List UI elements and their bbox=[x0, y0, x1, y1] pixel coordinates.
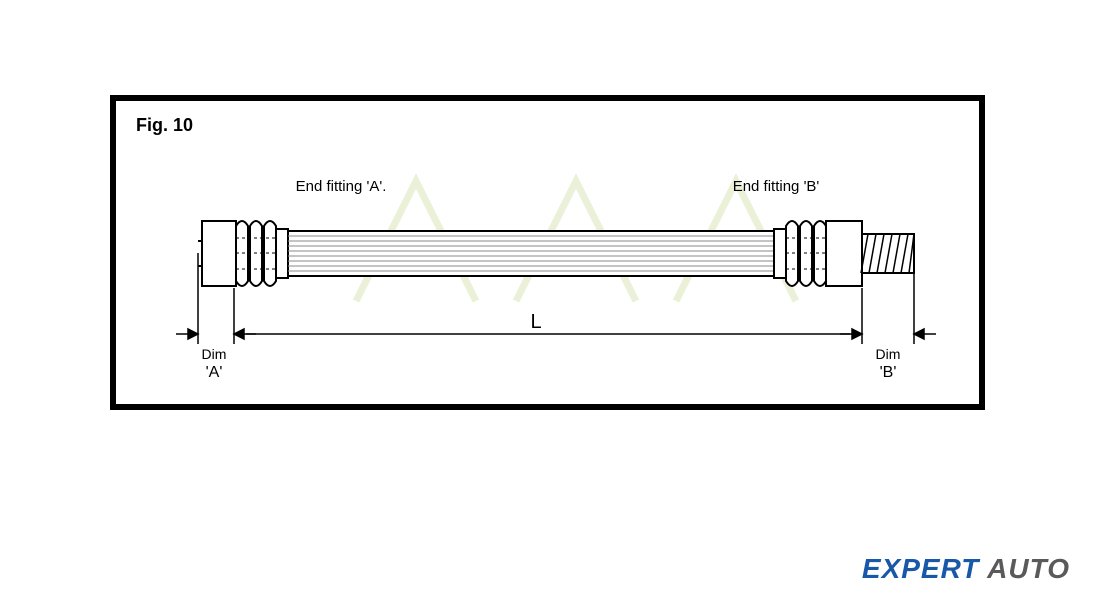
crimp-b bbox=[786, 221, 826, 286]
dim-a-bottom: 'A' bbox=[206, 364, 223, 381]
brand-expert: EXPERT bbox=[862, 553, 980, 584]
hose-assembly bbox=[198, 221, 914, 286]
end-fitting-a-label: End fitting 'A'. bbox=[296, 178, 387, 195]
brand-watermark: EXPERT AUTO bbox=[862, 553, 1070, 585]
length-label: L bbox=[530, 311, 541, 333]
page-canvas: Fig. 10 End fitting 'A'. End fitting 'B' bbox=[0, 0, 1100, 615]
dim-a-top: Dim bbox=[202, 346, 227, 362]
diagram-svg: End fitting 'A'. End fitting 'B' bbox=[116, 101, 979, 404]
brand-auto: AUTO bbox=[987, 553, 1070, 584]
end-fitting-b-label: End fitting 'B' bbox=[733, 178, 820, 195]
dim-b-bottom: 'B' bbox=[880, 364, 897, 381]
dim-b-top: Dim bbox=[876, 346, 901, 362]
diagram-frame: Fig. 10 End fitting 'A'. End fitting 'B' bbox=[110, 95, 985, 410]
crimp-a bbox=[236, 221, 276, 286]
